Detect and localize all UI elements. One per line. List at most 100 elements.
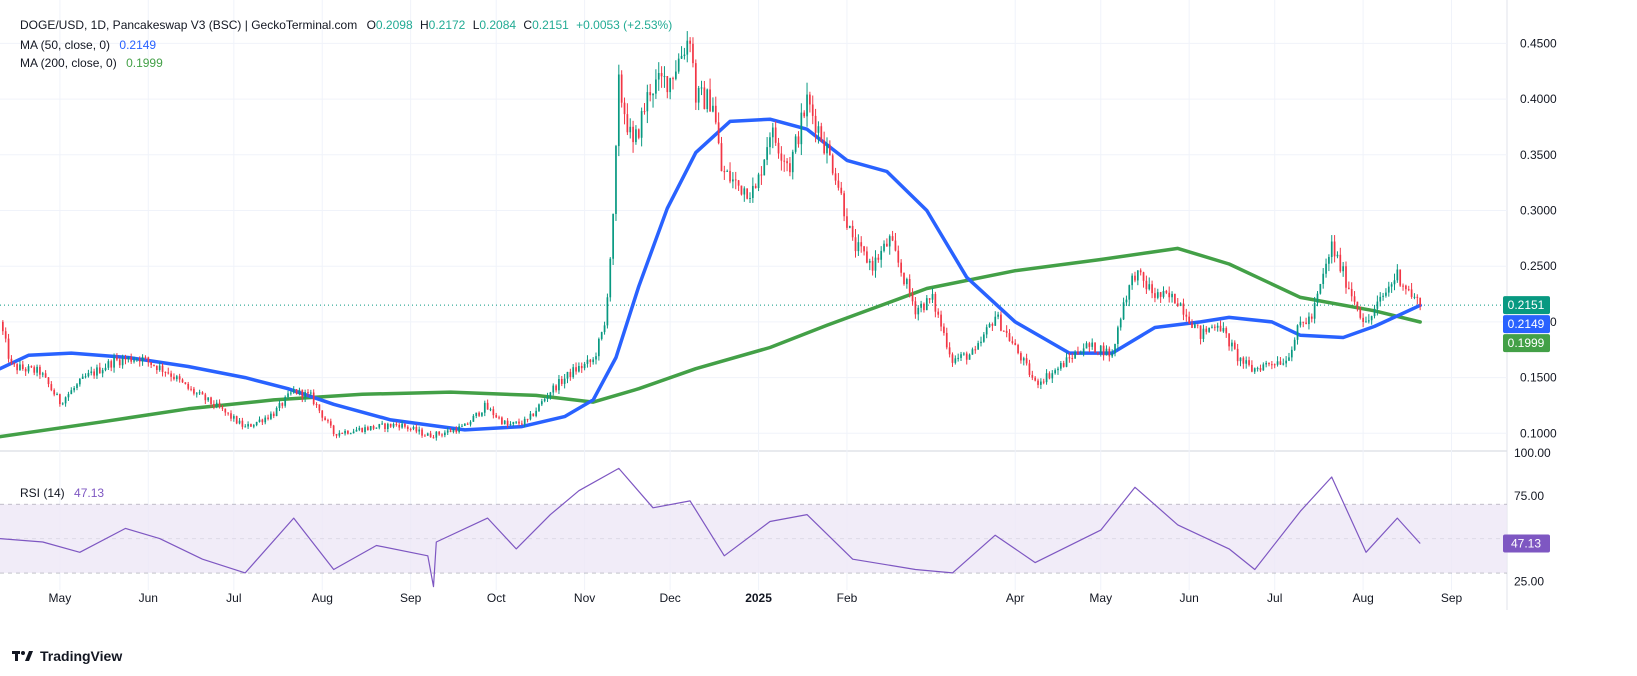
candle xyxy=(877,253,880,263)
candle-body xyxy=(503,420,506,425)
candle xyxy=(478,411,480,418)
candle-body xyxy=(780,153,783,161)
candle-body xyxy=(526,418,529,420)
price-tick-label: 0.1500 xyxy=(1520,371,1557,385)
time-tick-label: Jul xyxy=(1267,591,1282,605)
candle-body xyxy=(352,431,355,434)
candle-body xyxy=(1111,353,1114,357)
candle xyxy=(1105,345,1108,356)
candle-body xyxy=(278,403,281,408)
candle-body xyxy=(963,353,965,355)
candle xyxy=(1356,301,1359,312)
candle xyxy=(1325,258,1327,278)
candle-body xyxy=(1242,357,1245,364)
candle-body xyxy=(207,397,210,401)
candle xyxy=(213,400,215,410)
candle-body xyxy=(1148,284,1151,290)
candle-body xyxy=(592,359,595,363)
candle xyxy=(372,424,375,431)
candle xyxy=(515,421,518,425)
candle-body xyxy=(244,426,247,428)
candle-body xyxy=(190,388,192,390)
candle xyxy=(600,331,603,341)
candle xyxy=(1148,277,1151,291)
rsi-legend: RSI (14) 47.13 xyxy=(20,486,104,500)
candle-body xyxy=(569,371,572,378)
candle-body xyxy=(1268,362,1270,365)
candle-body xyxy=(709,89,711,112)
candle-body xyxy=(1407,289,1410,291)
candle-body xyxy=(1191,323,1193,328)
candle xyxy=(230,410,232,422)
tradingview-logo[interactable]: TradingView xyxy=(12,648,122,664)
candle xyxy=(540,398,543,407)
candle-body xyxy=(766,147,768,160)
candle xyxy=(503,419,506,425)
candle-body xyxy=(455,429,458,433)
candle-body xyxy=(204,394,207,401)
candle xyxy=(67,391,70,401)
ma200-line xyxy=(0,246,1422,439)
candle xyxy=(284,395,287,408)
candle-body xyxy=(36,366,38,373)
candle-body xyxy=(846,216,848,228)
candle xyxy=(141,354,144,366)
candle xyxy=(210,396,212,408)
candle xyxy=(250,423,252,427)
candle xyxy=(686,31,689,63)
candle xyxy=(378,423,381,430)
candle-body xyxy=(1196,324,1199,326)
candle-body xyxy=(994,316,997,326)
candle xyxy=(828,140,831,156)
candle-body xyxy=(418,429,421,432)
candle-body xyxy=(1114,343,1116,354)
candle-body xyxy=(138,359,141,362)
candle-body xyxy=(238,420,241,424)
candle xyxy=(1136,270,1139,286)
candle xyxy=(1390,282,1393,293)
candle-body xyxy=(250,424,252,427)
candle xyxy=(321,410,324,422)
candle-body xyxy=(817,126,820,133)
candle-body xyxy=(59,394,61,405)
candle xyxy=(640,107,643,147)
candle-body xyxy=(1000,314,1002,331)
candle-body xyxy=(920,303,922,308)
candle-body xyxy=(866,251,868,263)
time-tick-label: Aug xyxy=(1352,591,1373,605)
ma200-line-group xyxy=(0,246,1422,439)
candle-body xyxy=(1005,330,1008,333)
candle xyxy=(578,362,580,373)
candle xyxy=(121,354,124,369)
candle xyxy=(1282,358,1285,366)
candle xyxy=(1410,283,1413,299)
candle xyxy=(786,158,788,172)
candle-body xyxy=(1288,357,1290,361)
candle xyxy=(900,259,902,277)
candle xyxy=(1419,297,1422,311)
candle xyxy=(991,322,994,331)
candle-body xyxy=(1419,297,1422,306)
candle-body xyxy=(96,367,98,376)
candle xyxy=(592,357,595,365)
candle xyxy=(692,37,694,68)
candle-body xyxy=(16,364,18,371)
candle xyxy=(908,274,911,298)
candle xyxy=(1040,378,1042,389)
rsi-label-text: 47.13 xyxy=(1511,537,1541,551)
price-label-box xyxy=(1503,315,1550,334)
candle xyxy=(1313,296,1316,324)
candle xyxy=(404,423,406,429)
candle-body xyxy=(1040,381,1042,385)
candle xyxy=(965,351,968,365)
candle xyxy=(780,146,783,171)
candle xyxy=(846,208,848,230)
candle xyxy=(754,183,757,189)
candle xyxy=(834,167,837,185)
candle-body xyxy=(247,424,249,427)
candle xyxy=(389,423,392,428)
candle xyxy=(903,272,905,286)
candle xyxy=(1119,317,1122,331)
candle-body xyxy=(1176,303,1179,306)
